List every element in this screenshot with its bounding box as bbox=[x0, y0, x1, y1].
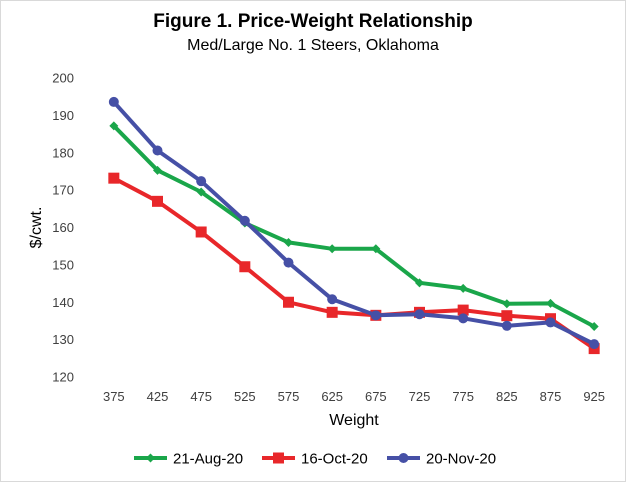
data-point bbox=[501, 310, 513, 322]
data-point bbox=[327, 294, 338, 305]
data-point bbox=[326, 306, 338, 318]
y-tick-label: 140 bbox=[52, 295, 74, 310]
x-axis-title: Weight bbox=[329, 412, 379, 429]
data-point bbox=[501, 320, 512, 331]
legend-item: 20-Nov-20 bbox=[387, 451, 496, 468]
data-point bbox=[284, 237, 293, 247]
x-tick-label: 525 bbox=[234, 389, 256, 404]
legend-item: 16-Oct-20 bbox=[262, 451, 368, 468]
data-point bbox=[153, 165, 162, 175]
data-point bbox=[546, 298, 555, 308]
y-tick-label: 130 bbox=[52, 332, 74, 347]
series-3 bbox=[108, 96, 600, 350]
x-tick-label: 575 bbox=[278, 389, 300, 404]
data-point bbox=[457, 304, 469, 316]
x-tick-label: 875 bbox=[540, 389, 562, 404]
x-tick-label: 775 bbox=[452, 389, 474, 404]
y-tick-label: 200 bbox=[52, 71, 74, 86]
data-point bbox=[195, 226, 207, 238]
data-point bbox=[589, 322, 599, 332]
x-tick-label: 725 bbox=[409, 389, 431, 404]
legend-label: 21-Aug-20 bbox=[173, 451, 243, 468]
x-tick-label: 475 bbox=[190, 389, 212, 404]
x-axis-ticks: 375 425 475 525 575 625 675 725 775 825 875 925 bbox=[103, 389, 605, 404]
x-tick-label: 375 bbox=[103, 389, 125, 404]
y-tick-label: 120 bbox=[52, 370, 74, 385]
data-point bbox=[196, 187, 206, 197]
y-axis-ticks: 120 130 140 150 160 170 180 190 200 bbox=[52, 71, 74, 385]
legend-item: 21-Aug-20 bbox=[134, 451, 243, 468]
data-point bbox=[414, 309, 425, 320]
data-point bbox=[458, 313, 469, 324]
data-point bbox=[371, 244, 381, 254]
y-axis-title: $/cwt. bbox=[28, 207, 45, 249]
data-point bbox=[589, 339, 600, 350]
chart-subtitle: Med/Large No. 1 Steers, Oklahoma bbox=[187, 37, 439, 54]
y-tick-label: 160 bbox=[52, 220, 74, 235]
data-point bbox=[152, 145, 163, 156]
data-point bbox=[415, 278, 424, 288]
series-line bbox=[111, 99, 597, 347]
x-tick-label: 425 bbox=[147, 389, 169, 404]
series-1 bbox=[109, 121, 599, 332]
chart-title: Figure 1. Price-Weight Relationship bbox=[153, 11, 473, 32]
legend-marker bbox=[146, 453, 155, 463]
x-tick-label: 625 bbox=[321, 389, 343, 404]
data-point bbox=[109, 121, 119, 131]
legend-label: 16-Oct-20 bbox=[301, 451, 368, 468]
data-point bbox=[502, 299, 512, 309]
series-line bbox=[111, 176, 597, 351]
legend-marker bbox=[273, 452, 284, 464]
y-tick-label: 190 bbox=[52, 108, 74, 123]
data-point bbox=[458, 283, 468, 293]
data-point bbox=[108, 96, 119, 107]
data-point bbox=[239, 215, 250, 226]
legend-label: 20-Nov-20 bbox=[426, 451, 496, 468]
series-2 bbox=[108, 172, 600, 355]
legend-marker bbox=[398, 453, 409, 463]
data-point bbox=[283, 296, 294, 308]
data-point bbox=[545, 317, 556, 328]
series-layer bbox=[108, 96, 600, 355]
data-point bbox=[108, 172, 120, 184]
data-point bbox=[327, 244, 337, 254]
data-point bbox=[283, 257, 294, 268]
y-tick-label: 180 bbox=[52, 145, 74, 160]
data-point bbox=[239, 261, 251, 273]
y-tick-label: 150 bbox=[52, 257, 74, 272]
data-point bbox=[196, 176, 207, 187]
data-point bbox=[370, 310, 381, 321]
y-tick-label: 170 bbox=[52, 183, 74, 198]
x-tick-label: 925 bbox=[583, 389, 605, 404]
legend: 21-Aug-20 16-Oct-20 20-Nov-20 bbox=[134, 451, 496, 468]
x-tick-label: 675 bbox=[365, 389, 387, 404]
data-point bbox=[152, 195, 163, 207]
series-line bbox=[111, 123, 597, 329]
x-tick-label: 825 bbox=[496, 389, 518, 404]
